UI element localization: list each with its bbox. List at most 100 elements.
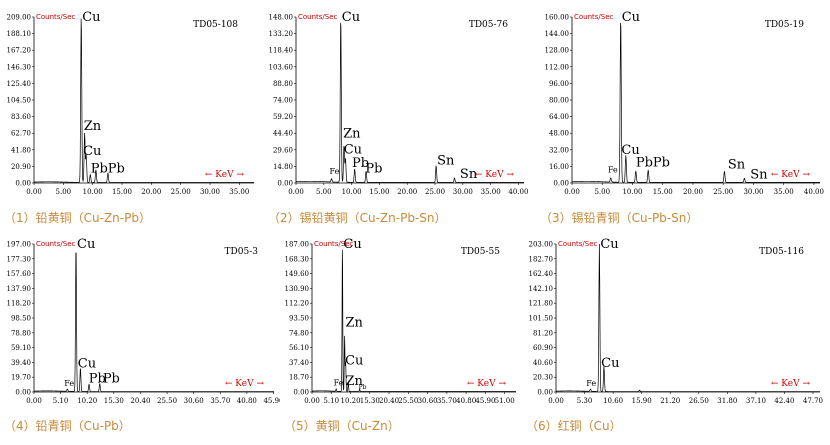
counts-label: Counts/Sec (36, 240, 76, 248)
element-label-pb: Pb (108, 162, 125, 177)
element-label-cu: Cu (77, 237, 95, 252)
x-tick-label: 26.50 (689, 397, 709, 405)
x-tick-label: 0.00 (304, 397, 320, 405)
x-tick-label: 47.70 (803, 397, 823, 405)
y-tick-label: 103.60 (269, 63, 294, 71)
y-tick-label: 157.60 (7, 270, 32, 278)
y-tick-label: 40.60 (533, 359, 553, 367)
x-tick-label: 0.00 (26, 397, 42, 405)
y-tick-label: 14.80 (273, 163, 293, 171)
y-tick-label: 104.50 (7, 97, 32, 105)
x-tick-label: 15.00 (112, 188, 132, 196)
y-tick-label: 74.00 (273, 97, 293, 105)
y-tick-label: 177.30 (7, 255, 32, 263)
y-tick-label: 32.00 (549, 146, 569, 154)
y-tick-label: 112.00 (545, 63, 570, 71)
element-label-fe: Fe (586, 379, 596, 388)
spectrum-panel-cu-zn: 187.00 168.30 149.60 130.90 112.20 93.50 74.80… (278, 232, 522, 412)
element-label-sn: Sn (728, 157, 746, 172)
y-tick-label: 39.40 (11, 359, 31, 367)
spectrum-chart: 148.00 133.20 118.40 103.60 88.80 74.00 59.20 4… (269, 10, 529, 196)
y-tick-label: 142.10 (529, 285, 554, 293)
y-tick-label: 118.40 (269, 47, 294, 55)
y-tick-label: 112.20 (285, 300, 310, 308)
y-tick-label: 59.10 (11, 344, 31, 352)
y-tick-label: 121.80 (529, 300, 554, 308)
x-tick-label: 0.00 (564, 188, 580, 196)
element-label-pb: Pb (365, 161, 382, 176)
element-label-zn: Zn (345, 374, 363, 389)
kev-label: ← KeV → (467, 379, 507, 389)
element-label-zn: Zn (345, 315, 363, 330)
x-tick-label: 30.60 (184, 397, 204, 405)
x-tick-label: 0.00 (548, 397, 564, 405)
y-tick-label: 83.60 (11, 113, 31, 121)
element-label-fe: Fe (608, 166, 618, 175)
y-tick-label: 118.20 (7, 300, 32, 308)
y-tick-label: 0.00 (553, 180, 569, 188)
spectrum-panel-cu-zn-pb-sn: 148.00 133.20 118.40 103.60 88.80 74.00 59.20 4… (262, 5, 530, 203)
x-tick-label: 35.00 (481, 188, 501, 196)
x-tick-label: 5.10 (53, 397, 69, 405)
spectrum-line (295, 22, 524, 183)
counts-label: Counts/Sec (558, 240, 598, 248)
x-tick-label: 37.10 (746, 397, 766, 405)
y-tick-label: 148.00 (269, 14, 294, 22)
element-label-cu: Cu (343, 237, 361, 252)
y-tick-label: 0.00 (293, 389, 309, 397)
caption-cu-zn: （5）黄铜（Cu-Zn） (284, 419, 400, 433)
spectrum-line (311, 249, 516, 392)
y-tick-label: 19.70 (11, 374, 31, 382)
x-tick-label: 20.00 (397, 188, 417, 196)
spectrum-panel-cu-pb: 197.00 177.30 157.60 137.90 118.20 98.50 78.80… (0, 232, 281, 412)
spectrum-chart: 209.00 188.10 167.20 146.30 125.40 104.50 83.6… (7, 10, 254, 196)
spectrum-chart: 187.00 168.30 149.60 130.90 112.20 93.50 74.80… (285, 237, 516, 405)
element-label-cu: Cu (78, 356, 96, 371)
x-tick-label: 5.00 (594, 188, 610, 196)
element-label-cu: Cu (83, 144, 101, 159)
element-label-pb: Pb (103, 371, 120, 386)
y-tick-label: 187.00 (285, 241, 310, 249)
x-tick-label: 5.00 (316, 188, 332, 196)
x-tick-label: 0.00 (288, 188, 304, 196)
y-tick-label: 74.80 (289, 329, 309, 337)
kev-label: ← KeV → (771, 170, 811, 180)
sample-id: TD05-3 (225, 247, 259, 257)
x-tick-label: 10.20 (77, 397, 97, 405)
y-tick-label: 80.00 (549, 97, 569, 105)
counts-label: Counts/Sec (298, 13, 338, 21)
element-label-cu: Cu (621, 143, 639, 158)
y-tick-label: 203.00 (529, 241, 554, 249)
y-tick-label: 56.10 (289, 344, 309, 352)
element-label-sn: Sn (460, 167, 478, 182)
x-tick-label: 30.60 (418, 397, 438, 405)
x-tick-label: 5.30 (577, 397, 593, 405)
element-label-sn: Sn (750, 168, 768, 183)
y-tick-label: 29.60 (273, 146, 293, 154)
element-label-cu: Cu (601, 356, 619, 371)
spectrum-chart: 160.00 144.00 128.00 112.00 96.00 80.00 64.00 4… (545, 10, 824, 196)
sample-id: TD05-108 (193, 20, 238, 30)
spectrum-panel-cu: 203.00 182.70 162.40 142.10 121.80 101.50 81.2… (520, 232, 826, 412)
x-tick-label: 40.80 (456, 397, 476, 405)
y-tick-label: 62.70 (11, 130, 31, 138)
y-tick-label: 168.30 (285, 255, 310, 263)
x-tick-label: 5.00 (56, 188, 72, 196)
y-tick-label: 0.00 (15, 180, 31, 188)
y-tick-label: 98.50 (11, 315, 31, 323)
x-tick-label: 15.30 (104, 397, 124, 405)
x-tick-label: 35.70 (437, 397, 457, 405)
y-tick-label: 16.00 (549, 163, 569, 171)
x-tick-label: 45.90 (475, 397, 495, 405)
y-tick-label: 64.00 (549, 113, 569, 121)
x-tick-label: 40.00 (508, 188, 528, 196)
y-tick-label: 60.90 (533, 344, 553, 352)
y-tick-label: 133.20 (269, 30, 294, 38)
x-tick-label: 31.80 (717, 397, 737, 405)
y-tick-label: 0.00 (537, 389, 553, 397)
element-label-cu: Cu (82, 10, 100, 25)
caption-cu-zn-pb-sn: （2）锡铅黄铜（Cu-Zn-Pb-Sn） (268, 211, 447, 225)
x-tick-label: 15.90 (632, 397, 652, 405)
x-tick-label: 15.30 (360, 397, 380, 405)
y-tick-label: 128.00 (545, 47, 570, 55)
